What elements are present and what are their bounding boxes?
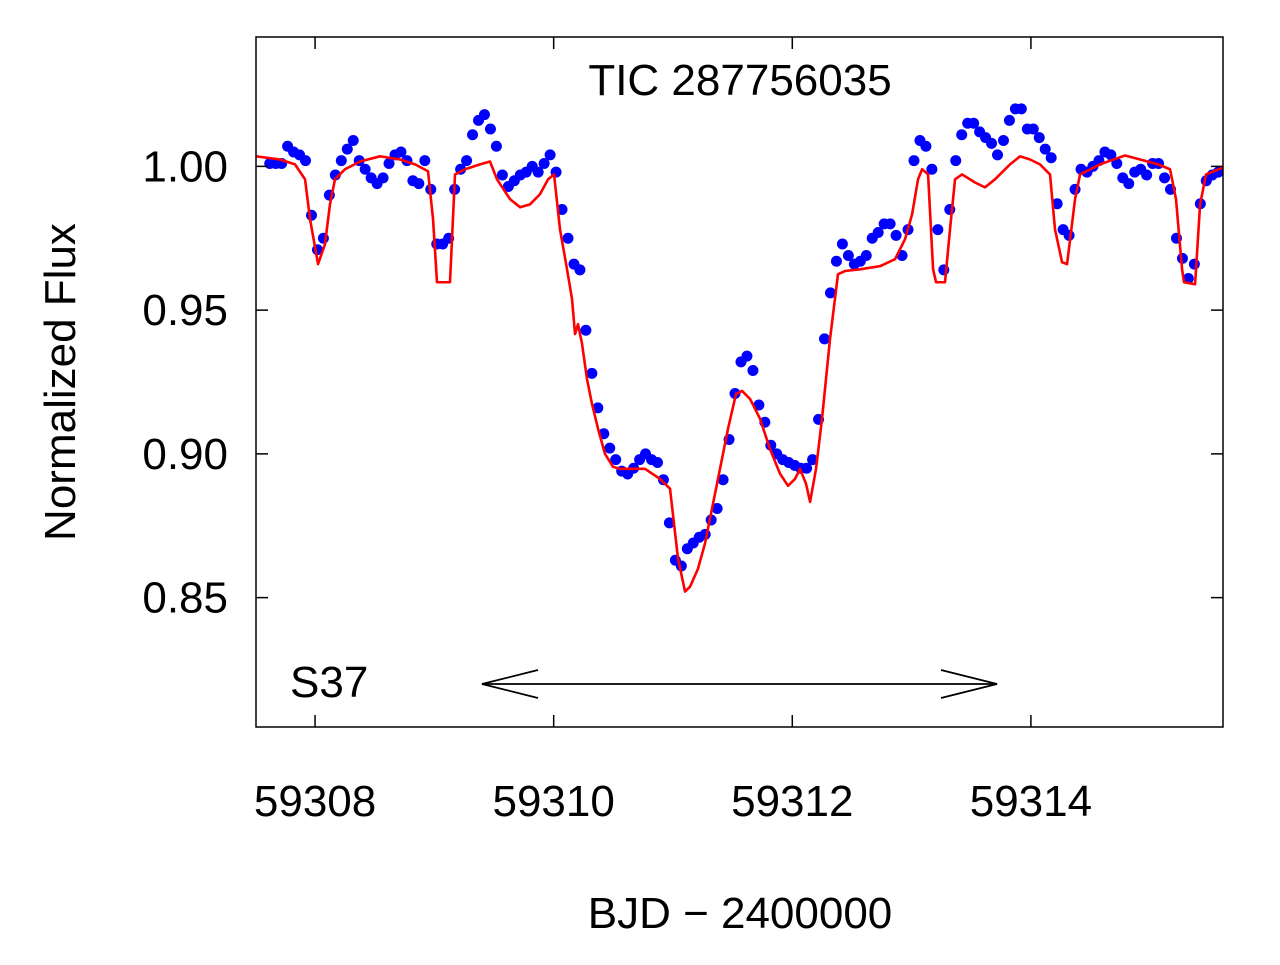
data-point	[997, 135, 1009, 146]
data-point	[986, 137, 998, 149]
data-point	[657, 474, 669, 486]
y-tick-label: 1.00	[142, 142, 228, 191]
data-point	[1123, 178, 1135, 190]
data-point	[830, 255, 842, 267]
data-point	[496, 169, 508, 181]
data-point	[538, 158, 550, 169]
data-point	[490, 140, 502, 152]
data-point	[592, 402, 604, 414]
data-point	[335, 155, 347, 167]
data-point	[413, 178, 425, 190]
model-line	[256, 154, 1223, 593]
data-point	[1033, 132, 1045, 144]
data-point	[842, 250, 854, 261]
x-tick-label: 59308	[254, 777, 376, 826]
data-point	[305, 209, 317, 221]
data-point	[807, 454, 819, 466]
data-point	[419, 155, 431, 167]
data-point	[908, 155, 920, 167]
data-point	[1003, 114, 1015, 126]
data-point	[932, 224, 944, 236]
data-point	[461, 155, 473, 167]
data-point	[395, 146, 407, 158]
data-point	[753, 399, 765, 411]
data-point	[950, 155, 962, 167]
data-point	[663, 517, 675, 529]
data-point	[747, 365, 759, 376]
data-point	[532, 166, 544, 178]
data-point	[347, 135, 359, 146]
data-point	[478, 109, 490, 121]
plot-area	[256, 103, 1223, 593]
data-point	[1105, 149, 1117, 161]
data-point	[968, 117, 980, 129]
data-point	[544, 149, 556, 161]
data-point	[610, 454, 622, 466]
y-axis-label: Normalized Flux	[36, 223, 85, 541]
x-axis-label: BJD − 2400000	[588, 889, 893, 938]
data-point	[920, 140, 932, 152]
data-point	[300, 155, 312, 167]
data-point	[574, 264, 586, 276]
data-point	[484, 123, 496, 135]
data-point	[872, 227, 884, 238]
arrow	[481, 669, 998, 699]
annotation: S37	[290, 658, 368, 707]
data-point	[562, 232, 574, 244]
data-point	[359, 163, 371, 175]
data-point	[341, 143, 353, 155]
x-tick-label: 59314	[970, 777, 1092, 826]
data-point	[717, 474, 729, 486]
chart-title: TIC 287756035	[588, 56, 891, 105]
data-point	[819, 333, 831, 345]
x-tick-label: 59310	[492, 777, 614, 826]
data-point	[801, 462, 813, 474]
data-point	[1188, 258, 1200, 270]
data-point	[383, 158, 395, 169]
data-point	[580, 324, 592, 336]
data-point	[1015, 103, 1027, 115]
data-point	[1141, 169, 1153, 181]
data-point	[890, 229, 902, 241]
data-point	[860, 250, 872, 261]
data-point	[1027, 123, 1039, 135]
data-point	[836, 238, 848, 250]
data-point	[741, 350, 753, 362]
data-point	[377, 172, 389, 184]
data-point	[604, 442, 616, 454]
data-point	[992, 149, 1004, 161]
y-tick-label: 0.90	[142, 430, 228, 479]
plot-frame	[255, 36, 1224, 728]
data-point	[1051, 198, 1063, 210]
data-point	[926, 163, 938, 175]
data-point	[1111, 158, 1123, 169]
data-point	[651, 457, 663, 468]
x-tick-label: 59312	[731, 777, 853, 826]
data-point	[956, 129, 968, 141]
data-point	[884, 218, 896, 230]
data-point	[467, 129, 479, 141]
data-point	[1039, 143, 1051, 155]
y-tick-label: 0.85	[142, 574, 228, 623]
data-point	[586, 367, 598, 379]
y-tick-label: 0.95	[142, 286, 228, 335]
data-point	[711, 503, 723, 514]
data-point	[1045, 152, 1057, 164]
data-point	[824, 287, 836, 299]
data-point	[1159, 172, 1171, 184]
